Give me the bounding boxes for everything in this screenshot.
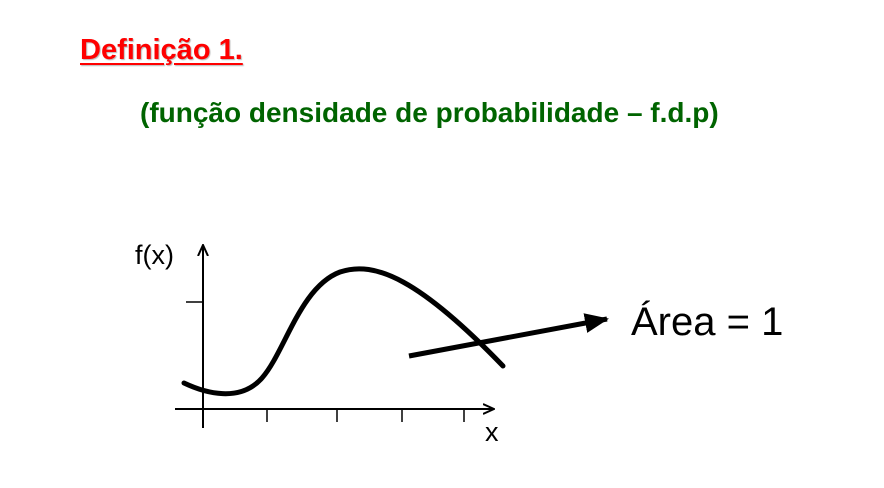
density-curve [181,266,506,397]
definition-subtitle: (função densidade de probabilidade – f.d… [140,97,719,128]
definition-title: Definição 1. [80,34,243,66]
x-axis-label: x [485,417,499,447]
area-pointer-arrow [408,313,609,359]
y-axis-label: f(x) [135,240,174,270]
area-annotation: Área = 1 [631,299,783,344]
x-ticks [266,409,465,422]
